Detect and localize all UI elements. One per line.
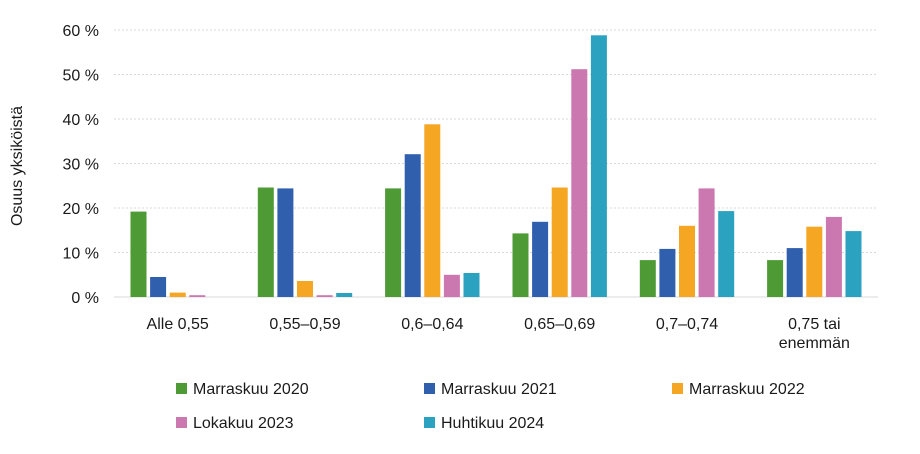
bar bbox=[845, 231, 862, 297]
bar bbox=[443, 274, 460, 298]
bar bbox=[659, 248, 676, 297]
bar bbox=[679, 225, 695, 297]
y-tick-label: 20 % bbox=[63, 201, 99, 218]
bar bbox=[316, 295, 333, 297]
bar bbox=[786, 248, 803, 297]
legend-swatch bbox=[176, 417, 187, 428]
bar bbox=[385, 188, 402, 297]
bar bbox=[297, 281, 313, 297]
y-tick-label: 60 % bbox=[63, 23, 99, 40]
x-tick-label: 0,6–0,64 bbox=[401, 316, 463, 333]
legend-swatch bbox=[424, 383, 435, 394]
bar bbox=[639, 260, 656, 297]
gridlines bbox=[114, 29, 878, 298]
bar bbox=[463, 273, 480, 297]
legend-label: Huhtikuu 2024 bbox=[441, 415, 544, 432]
x-tick-label: 0,7–0,74 bbox=[656, 316, 718, 333]
bar bbox=[718, 211, 735, 297]
legend-swatch bbox=[424, 417, 435, 428]
bar bbox=[551, 187, 568, 297]
bar bbox=[825, 216, 842, 297]
y-tick-label: 40 % bbox=[63, 112, 99, 129]
bar bbox=[424, 124, 441, 297]
bar bbox=[532, 221, 549, 297]
legend: Marraskuu 2020 Marraskuu 2021 Marraskuu 20… bbox=[176, 381, 805, 432]
y-tick-label: 10 % bbox=[63, 246, 99, 263]
bar bbox=[404, 154, 421, 297]
x-tick-label: 0,75 tai enemmän bbox=[779, 316, 850, 352]
legend-item: Marraskuu 2021 bbox=[424, 381, 557, 398]
bars bbox=[130, 35, 862, 298]
bar bbox=[590, 35, 607, 298]
legend-swatch bbox=[672, 383, 683, 394]
bar bbox=[698, 188, 715, 297]
bar bbox=[512, 233, 529, 297]
bar bbox=[806, 226, 823, 297]
legend-label: Marraskuu 2021 bbox=[441, 381, 557, 398]
bar bbox=[571, 69, 588, 297]
legend-label: Lokakuu 2023 bbox=[193, 415, 294, 432]
bar bbox=[189, 295, 206, 297]
y-axis-label: Osuus yksiköistä bbox=[9, 106, 26, 226]
bar bbox=[257, 187, 274, 297]
y-tick-label: 0 % bbox=[71, 290, 99, 307]
legend-item: Marraskuu 2020 bbox=[176, 381, 309, 398]
x-tick-label: 0,55–0,59 bbox=[269, 316, 340, 333]
bar bbox=[150, 277, 167, 297]
x-tick-label: Alle 0,55 bbox=[147, 316, 209, 333]
y-tick-label: 50 % bbox=[63, 68, 99, 85]
bar bbox=[169, 292, 186, 297]
bar bbox=[277, 188, 294, 297]
bar bbox=[130, 211, 147, 297]
bar bbox=[767, 260, 784, 297]
legend-label: Marraskuu 2020 bbox=[193, 381, 309, 398]
legend-swatch bbox=[176, 383, 187, 394]
legend-item: Huhtikuu 2024 bbox=[424, 415, 544, 432]
x-tick-label: 0,65–0,69 bbox=[524, 316, 595, 333]
legend-label: Marraskuu 2022 bbox=[689, 381, 805, 398]
y-tick-label: 30 % bbox=[63, 157, 99, 174]
y-axis-ticks: 0 % 10 % 20 % 30 % 40 % 50 % 60 % bbox=[63, 23, 99, 307]
bar bbox=[336, 293, 353, 297]
legend-item: Marraskuu 2022 bbox=[672, 381, 805, 398]
x-axis-ticks: Alle 0,55 0,55–0,59 0,6–0,64 0,65–0,69 0,7–0… bbox=[147, 316, 850, 352]
legend-item: Lokakuu 2023 bbox=[176, 415, 294, 432]
